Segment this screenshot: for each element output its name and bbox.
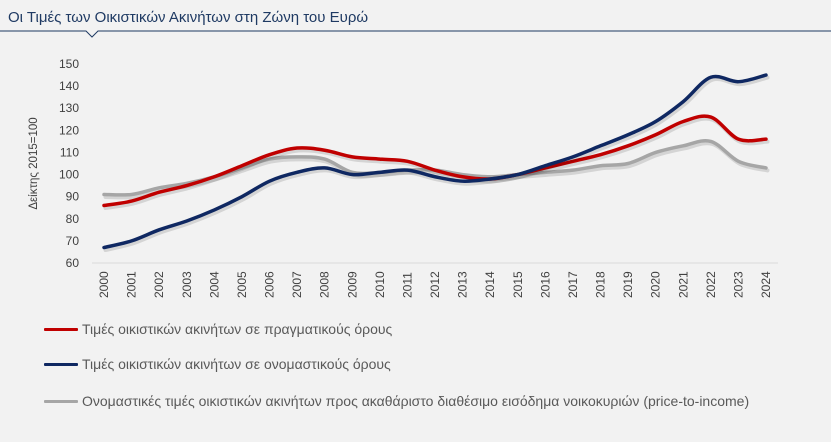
series-line-shadow bbox=[103, 141, 770, 200]
y-tick-label: 70 bbox=[66, 234, 80, 248]
y-tick-label: 80 bbox=[66, 212, 80, 226]
x-tick-label: 2015 bbox=[511, 271, 525, 298]
x-tick-label: 2010 bbox=[373, 271, 387, 298]
series-line-shadow bbox=[103, 116, 770, 211]
x-tick-label: 2009 bbox=[345, 271, 359, 298]
x-tick-label: 2002 bbox=[152, 271, 166, 298]
x-tick-label: 2004 bbox=[207, 271, 221, 298]
legend-label: Τιμές οικιστικών ακινήτων σε πραγματικού… bbox=[82, 321, 393, 337]
title-rule bbox=[0, 30, 831, 38]
y-tick-label: 110 bbox=[60, 145, 79, 159]
series-line bbox=[102, 138, 768, 197]
series-line bbox=[102, 73, 768, 250]
x-tick-label: 2019 bbox=[621, 271, 635, 298]
legend-swatch bbox=[44, 400, 78, 403]
x-tick-label: 2024 bbox=[759, 271, 773, 298]
x-tick-label: 2006 bbox=[263, 271, 277, 298]
series-line-shadow bbox=[103, 75, 770, 253]
x-tick-label: 2023 bbox=[731, 271, 745, 298]
x-tick-label: 2012 bbox=[428, 271, 442, 298]
x-tick-label: 2017 bbox=[566, 271, 580, 298]
y-tick-label: 100 bbox=[59, 168, 79, 182]
x-tick-label: 2001 bbox=[125, 271, 139, 298]
x-tick-label: 2020 bbox=[649, 271, 663, 298]
x-tick-label: 2018 bbox=[594, 271, 608, 298]
legend-item: Ονομαστικές τιμές οικιστικών ακινήτων πρ… bbox=[44, 392, 804, 410]
x-tick-label: 2007 bbox=[290, 271, 304, 298]
x-tick-label: 2008 bbox=[318, 271, 332, 298]
y-tick-label: 140 bbox=[59, 79, 79, 93]
x-tick-label: 2000 bbox=[97, 271, 111, 298]
x-tick-label: 2003 bbox=[180, 271, 194, 298]
y-tick-label: 90 bbox=[66, 190, 80, 204]
x-tick-label: 2013 bbox=[456, 271, 470, 298]
y-tick-label: 150 bbox=[59, 57, 79, 71]
x-tick-label: 2016 bbox=[538, 271, 552, 298]
legend-item: Τιμές οικιστικών ακινήτων σε ονομαστικού… bbox=[44, 355, 804, 373]
x-tick-label: 2005 bbox=[235, 271, 249, 298]
legend-swatch bbox=[44, 328, 78, 331]
chart-title: Οι Τιμές των Οικιστικών Ακινήτων στη Ζών… bbox=[8, 9, 369, 26]
y-tick-label: 120 bbox=[59, 123, 79, 137]
legend-label: Ονομαστικές τιμές οικιστικών ακινήτων πρ… bbox=[82, 393, 750, 409]
y-tick-label: 130 bbox=[59, 101, 79, 115]
y-tick-label: 60 bbox=[66, 256, 80, 270]
x-tick-label: 2011 bbox=[400, 272, 414, 298]
x-tick-label: 2022 bbox=[704, 271, 718, 298]
x-tick-label: 2021 bbox=[676, 271, 690, 298]
legend-swatch bbox=[44, 363, 78, 366]
legend-label: Τιμές οικιστικών ακινήτων σε ονομαστικού… bbox=[82, 356, 391, 372]
series-line bbox=[102, 114, 768, 208]
y-axis-label: Δείκτης 2015=100 bbox=[28, 117, 40, 209]
line-chart: Δείκτης 2015=100 60 70 80 90 100 110 120 130 140 1… bbox=[28, 57, 778, 298]
x-tick-label: 2014 bbox=[483, 271, 497, 298]
legend-item: Τιμές οικιστικών ακινήτων σε πραγματικού… bbox=[44, 320, 804, 338]
